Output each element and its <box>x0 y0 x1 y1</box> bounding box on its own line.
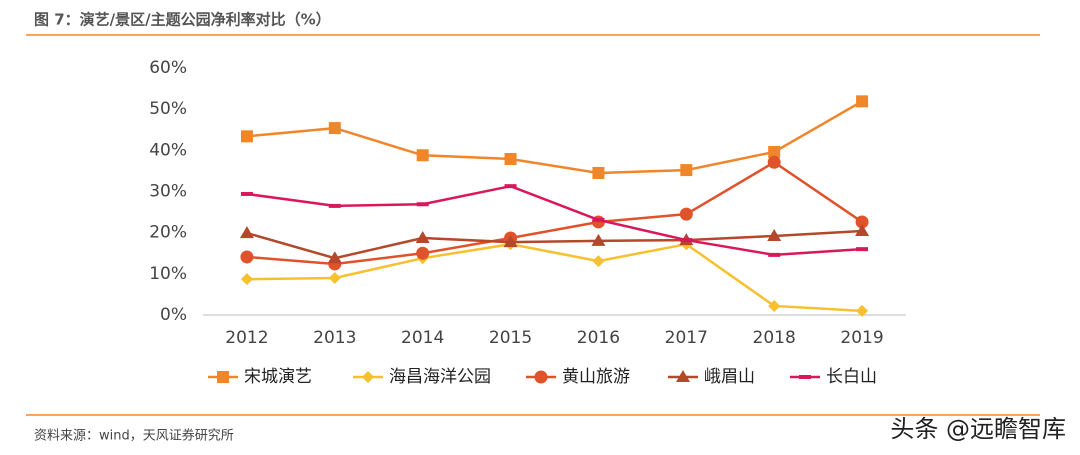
x-tick-label: 2013 <box>313 328 356 348</box>
marker <box>240 273 253 286</box>
marker <box>591 233 606 246</box>
marker <box>767 155 781 169</box>
x-tick-label: 2015 <box>489 328 532 348</box>
legend-label: 黄山旅游 <box>562 367 630 387</box>
marker <box>240 130 253 143</box>
x-tick-label: 2017 <box>665 328 708 348</box>
marker <box>855 215 869 229</box>
y-tick-label: 60% <box>149 58 187 78</box>
series-line <box>246 184 863 257</box>
marker <box>328 122 341 135</box>
watermark: 头条 @远瞻智库 <box>890 415 1066 443</box>
marker <box>240 191 253 196</box>
legend-label: 长白山 <box>826 367 877 387</box>
x-tick-label: 2014 <box>401 328 444 348</box>
marker <box>534 370 548 384</box>
x-tick-label: 2018 <box>753 328 796 348</box>
chart-title: 图 7：演艺/景区/主题公园净利率对比（%） <box>34 11 331 29</box>
x-tick-label: 2019 <box>840 328 883 348</box>
x-tick-label: 2012 <box>225 328 268 348</box>
marker <box>856 304 869 317</box>
marker <box>768 299 781 312</box>
series-line <box>246 242 863 313</box>
y-tick-label: 50% <box>149 99 187 119</box>
y-tick-label: 0% <box>160 305 187 325</box>
marker <box>680 164 693 177</box>
series-line <box>246 100 863 175</box>
marker <box>239 226 254 239</box>
legend-label: 海昌海洋公园 <box>389 367 491 387</box>
legend-label: 峨眉山 <box>704 367 755 387</box>
marker <box>592 166 605 179</box>
marker <box>504 184 517 189</box>
source: 资料来源：wind，天风证券研究所 <box>34 428 234 444</box>
series-line <box>246 160 863 266</box>
marker <box>767 228 782 241</box>
marker <box>362 371 374 383</box>
x-tick-label: 2016 <box>577 328 620 348</box>
marker <box>415 231 430 244</box>
y-tick-label: 10% <box>149 264 187 284</box>
y-tick-label: 30% <box>149 182 187 202</box>
y-tick-label: 40% <box>149 140 187 160</box>
marker <box>679 207 693 221</box>
marker <box>327 251 342 264</box>
marker <box>768 145 781 158</box>
marker <box>328 203 341 208</box>
marker <box>680 238 693 243</box>
marker <box>416 246 430 260</box>
marker <box>855 224 870 237</box>
marker <box>856 247 869 252</box>
marker <box>504 152 517 165</box>
y-tick-label: 20% <box>149 223 187 243</box>
series-line <box>246 229 863 260</box>
marker <box>416 149 429 162</box>
marker <box>799 375 811 379</box>
legend-label: 宋城演艺 <box>244 367 312 387</box>
marker <box>503 235 518 248</box>
marker <box>856 95 869 108</box>
marker <box>592 217 605 222</box>
marker <box>768 252 781 257</box>
marker <box>240 250 254 264</box>
marker <box>592 255 605 268</box>
marker <box>217 371 229 383</box>
marker <box>328 271 341 284</box>
marker <box>416 202 429 207</box>
marker <box>676 370 690 382</box>
